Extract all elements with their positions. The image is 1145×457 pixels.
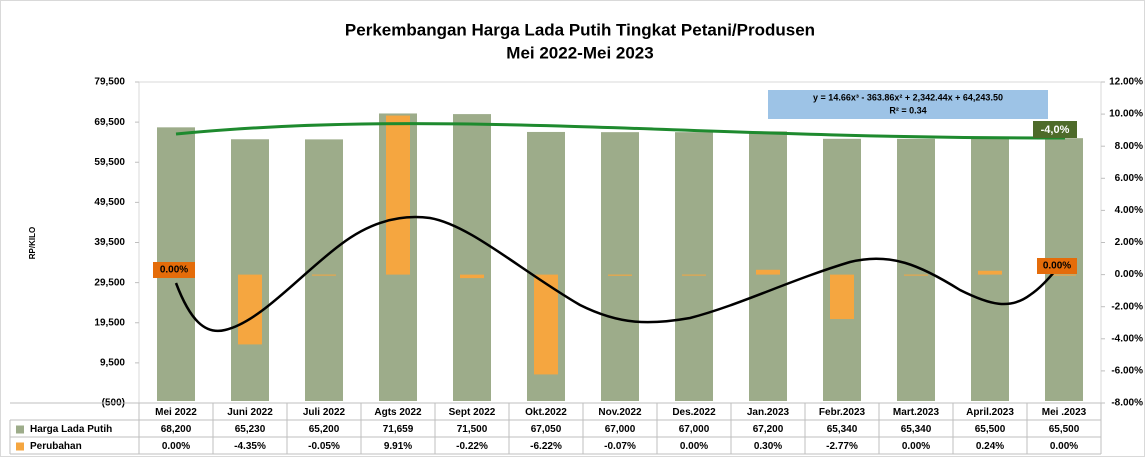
table-cell: 71,500 bbox=[457, 424, 488, 435]
change-bar bbox=[238, 274, 262, 345]
x-tick-label: Juni 2022 bbox=[227, 407, 273, 418]
table-cell: 9.91% bbox=[384, 441, 412, 452]
table-cell: 65,200 bbox=[309, 424, 340, 435]
table-cell: -6.22% bbox=[530, 441, 562, 452]
change-bar bbox=[756, 269, 780, 275]
price-bar bbox=[749, 131, 787, 401]
change-bar bbox=[608, 274, 632, 276]
y-tick-label: 49,500 bbox=[94, 197, 125, 208]
x-tick-label: Juli 2022 bbox=[303, 407, 346, 418]
legend-label: Perubahan bbox=[30, 441, 82, 452]
table-cell: 65,500 bbox=[975, 424, 1006, 435]
table-cell: 65,230 bbox=[235, 424, 266, 435]
y2-tick-label: 6.00% bbox=[1115, 173, 1143, 184]
y2-tick-label: -8.00% bbox=[1111, 398, 1143, 409]
table-cell: 71,659 bbox=[383, 424, 414, 435]
price-bar bbox=[675, 132, 713, 401]
x-tick-label: April.2023 bbox=[966, 407, 1014, 418]
table-cell: 67,000 bbox=[605, 424, 636, 435]
x-tick-label: Nov.2022 bbox=[598, 407, 642, 418]
legend-swatch bbox=[16, 425, 24, 434]
change-bar bbox=[312, 274, 336, 276]
change-bar bbox=[978, 270, 1002, 275]
price-bar bbox=[231, 139, 269, 401]
y-axis-label: RP/KILO bbox=[28, 227, 37, 259]
data-label: 0.00% bbox=[1043, 261, 1071, 272]
annotation-box bbox=[1033, 121, 1077, 138]
table-cell: 0.30% bbox=[754, 441, 782, 452]
y2-tick-label: -6.00% bbox=[1111, 366, 1143, 377]
change-bar bbox=[534, 274, 558, 375]
chart-subtitle: Mei 2022-Mei 2023 bbox=[506, 43, 653, 62]
chart-title: Perkembangan Harga Lada Putih Tingkat Pe… bbox=[345, 20, 815, 39]
table-cell: 65,340 bbox=[901, 424, 932, 435]
y-tick-label: 19,500 bbox=[94, 317, 125, 328]
y-tick-label: 29,500 bbox=[94, 277, 125, 288]
y-tick-label: 9,500 bbox=[100, 358, 125, 369]
table-cell: 0.00% bbox=[680, 441, 708, 452]
change-bar bbox=[682, 274, 706, 276]
table-cell: 0.24% bbox=[976, 441, 1004, 452]
y2-tick-label: -4.00% bbox=[1111, 333, 1143, 344]
x-tick-label: Mei 2022 bbox=[155, 407, 197, 418]
y2-tick-label: 10.00% bbox=[1109, 109, 1143, 120]
table-cell: 67,200 bbox=[753, 424, 784, 435]
table-cell: 0.00% bbox=[162, 441, 190, 452]
change-bar bbox=[1052, 274, 1076, 276]
y-tick-label: 59,500 bbox=[94, 157, 125, 168]
x-tick-label: Febr.2023 bbox=[819, 407, 866, 418]
table-cell: 65,340 bbox=[827, 424, 858, 435]
change-trendline bbox=[174, 215, 1066, 333]
table-cell: 67,000 bbox=[679, 424, 710, 435]
table-cell: -0.07% bbox=[604, 441, 636, 452]
y2-tick-label: 0.00% bbox=[1115, 269, 1143, 280]
x-tick-label: Agts 2022 bbox=[374, 407, 422, 418]
change-bar bbox=[830, 274, 854, 320]
y2-tick-label: 8.00% bbox=[1115, 141, 1143, 152]
table-cell: 68,200 bbox=[161, 424, 192, 435]
legend-label: Harga Lada Putih bbox=[30, 424, 112, 435]
price-bar bbox=[453, 114, 491, 401]
y-tick-label: 79,500 bbox=[94, 77, 125, 88]
table-cell: -2.77% bbox=[826, 441, 858, 452]
change-bar bbox=[904, 274, 928, 276]
y2-tick-label: 4.00% bbox=[1115, 205, 1143, 216]
table-cell: 0.00% bbox=[902, 441, 930, 452]
table-cell: 67,050 bbox=[531, 424, 562, 435]
equation-box bbox=[768, 90, 1048, 119]
table-cell: 0.00% bbox=[1050, 441, 1078, 452]
x-tick-label: Okt.2022 bbox=[525, 407, 567, 418]
price-bar bbox=[897, 138, 935, 401]
data-label: 0.00% bbox=[160, 265, 188, 276]
trend-r2: R² = 0.34 bbox=[889, 105, 926, 115]
price-bar bbox=[601, 132, 639, 401]
trend-equation: y = 14.66x³ - 363.86x² + 2,342.44x + 64,… bbox=[813, 92, 1003, 102]
x-tick-label: Jan.2023 bbox=[747, 407, 790, 418]
table-cell: 65,500 bbox=[1049, 424, 1080, 435]
price-trendline bbox=[175, 122, 1066, 140]
table-cell: -0.22% bbox=[456, 441, 488, 452]
legend-swatch bbox=[16, 442, 24, 451]
change-bar bbox=[460, 274, 484, 279]
y2-tick-label: -2.00% bbox=[1111, 301, 1143, 312]
y-tick-label: 69,500 bbox=[94, 117, 125, 128]
data-label-box bbox=[1037, 258, 1077, 274]
y-tick-label: 39,500 bbox=[94, 237, 125, 248]
table-cell: -0.05% bbox=[308, 441, 340, 452]
x-tick-label: Des.2022 bbox=[672, 407, 716, 418]
data-label-box bbox=[153, 262, 195, 278]
annotation: -4,0% bbox=[1041, 124, 1070, 136]
x-tick-label: Mart.2023 bbox=[893, 407, 940, 418]
x-tick-label: Mei .2023 bbox=[1042, 407, 1087, 418]
price-bar bbox=[971, 138, 1009, 401]
table-cell: -4.35% bbox=[234, 441, 266, 452]
x-tick-label: Sept 2022 bbox=[449, 407, 496, 418]
y2-tick-label: 12.00% bbox=[1109, 77, 1143, 88]
change-bar bbox=[386, 115, 410, 275]
y2-tick-label: 2.00% bbox=[1115, 237, 1143, 248]
